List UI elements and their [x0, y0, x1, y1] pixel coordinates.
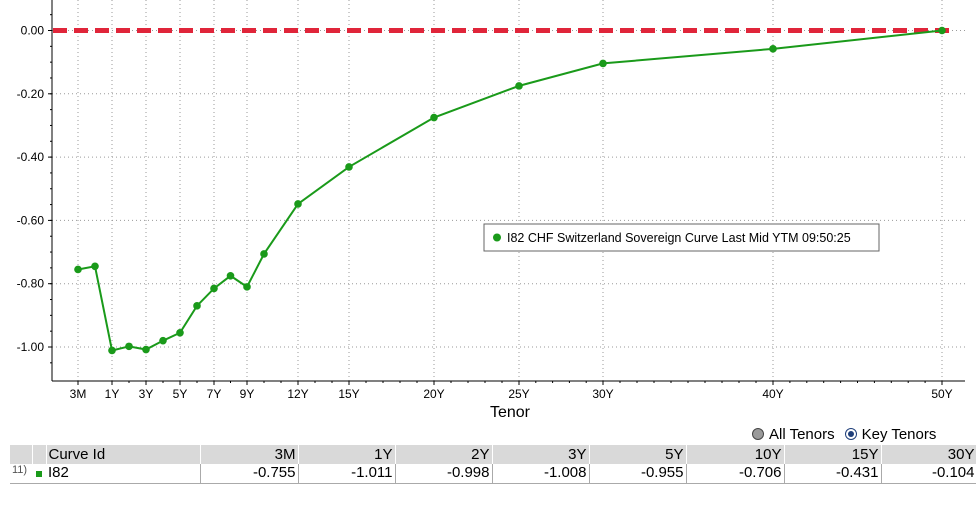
- row-color-swatch[interactable]: [32, 464, 46, 484]
- header-index-cell: [10, 445, 33, 464]
- yield-curve-chart: 0.00 -0.20 -0.40 -0.60 -0.80 -1.00 3M 1Y 3Y 5Y 7Y…: [17, 0, 965, 421]
- y-axis-ticks: 0.00 -0.20 -0.40 -0.60 -0.80 -1.00: [17, 14, 52, 364]
- x-tick-label: 12Y: [287, 387, 308, 401]
- row-index: 11): [10, 464, 32, 484]
- data-point: [515, 82, 523, 90]
- cell-2y: -0.998: [395, 464, 493, 484]
- data-point: [260, 250, 268, 258]
- data-point: [159, 336, 167, 345]
- cell-3y: -1.008: [492, 464, 590, 484]
- legend-label: I82 CHF Switzerland Sovereign Curve Last…: [507, 231, 851, 245]
- header-col-3y[interactable]: 3Y: [492, 445, 590, 464]
- x-tick-label: 5Y: [173, 387, 188, 401]
- x-axis-title: Tenor: [490, 404, 531, 421]
- x-tick-label: 9Y: [240, 387, 255, 401]
- y-tick-label: -0.20: [17, 87, 45, 101]
- header-col-15y[interactable]: 15Y: [784, 445, 882, 464]
- series-line: [77, 29, 943, 352]
- y-tick-label: -1.00: [17, 340, 45, 354]
- row-curve-id[interactable]: I82: [46, 464, 201, 484]
- x-tick-label: 20Y: [423, 387, 444, 401]
- data-point: [345, 163, 353, 171]
- x-tick-label: 50Y: [931, 387, 952, 401]
- y-tick-label: 0.00: [21, 24, 45, 38]
- data-point: [430, 113, 438, 122]
- header-col-5y[interactable]: 5Y: [589, 445, 687, 464]
- header-curve-id: Curve Id: [45, 445, 201, 464]
- y-tick-label: -0.40: [17, 150, 45, 164]
- curve-data-table: Curve Id 3M 1Y 2Y 3Y 5Y 10Y 15Y 30Y 11) …: [10, 445, 976, 484]
- header-col-30y[interactable]: 30Y: [881, 445, 976, 464]
- radio-unselected-icon[interactable]: [752, 428, 764, 440]
- data-point: [142, 345, 150, 354]
- series-points: [74, 26, 946, 355]
- data-point: [599, 59, 607, 68]
- x-tick-label: 15Y: [338, 387, 359, 401]
- x-tick-label: 3Y: [139, 387, 154, 401]
- legend-box: [483, 223, 880, 252]
- header-col-10y[interactable]: 10Y: [686, 445, 785, 464]
- data-point: [176, 328, 184, 337]
- x-tick-label: 1Y: [105, 387, 120, 401]
- x-tick-label: 30Y: [592, 387, 613, 401]
- data-point: [193, 302, 201, 310]
- data-point: [108, 346, 116, 355]
- all-tenors-option[interactable]: All Tenors: [752, 426, 835, 443]
- cell-15y: -0.431: [784, 464, 882, 484]
- series-color-icon: [36, 471, 42, 477]
- header-col-3m[interactable]: 3M: [200, 445, 299, 464]
- key-tenors-option[interactable]: Key Tenors: [844, 425, 937, 443]
- tenor-options: All Tenors Key Tenors: [752, 425, 946, 443]
- key-tenors-label: Key Tenors: [861, 425, 937, 443]
- cell-30y: -0.104: [881, 464, 976, 484]
- legend: I82 CHF Switzerland Sovereign Curve Last…: [483, 223, 880, 252]
- y-tick-label: -0.60: [17, 213, 45, 227]
- radio-selected-icon[interactable]: [844, 428, 857, 440]
- x-tick-label: 3M: [70, 387, 87, 401]
- x-tick-label: 7Y: [207, 387, 222, 401]
- data-point: [938, 26, 946, 35]
- header-col-2y[interactable]: 2Y: [395, 445, 493, 464]
- data-point: [769, 45, 777, 53]
- data-point: [294, 200, 302, 208]
- data-point: [243, 283, 251, 291]
- cell-3m: -0.755: [200, 464, 299, 484]
- data-point: [91, 262, 99, 271]
- header-col-1y[interactable]: 1Y: [298, 445, 396, 464]
- all-tenors-label: All Tenors: [769, 425, 835, 443]
- table-header-row: Curve Id 3M 1Y 2Y 3Y 5Y 10Y 15Y 30Y: [10, 445, 976, 464]
- x-tick-label: 25Y: [508, 387, 529, 401]
- x-axis-ticks: 3M 1Y 3Y 5Y 7Y 9Y 12Y 15Y 20Y 25Y 30Y 40Y 50Y: [70, 381, 953, 401]
- cell-10y: -0.706: [686, 464, 785, 484]
- y-tick-label: -0.80: [17, 277, 45, 291]
- cell-1y: -1.011: [298, 464, 396, 484]
- data-point: [74, 265, 82, 274]
- grid-lines: [52, 0, 965, 381]
- x-tick-label: 40Y: [762, 387, 783, 401]
- table-row[interactable]: 11) I82 -0.755 -1.011 -0.998 -1.008 -0.9…: [10, 464, 976, 484]
- data-point: [125, 342, 133, 351]
- data-point: [210, 284, 218, 293]
- data-point: [226, 271, 235, 280]
- header-check-cell: [32, 445, 47, 464]
- cell-5y: -0.955: [589, 464, 687, 484]
- legend-marker: [493, 233, 501, 242]
